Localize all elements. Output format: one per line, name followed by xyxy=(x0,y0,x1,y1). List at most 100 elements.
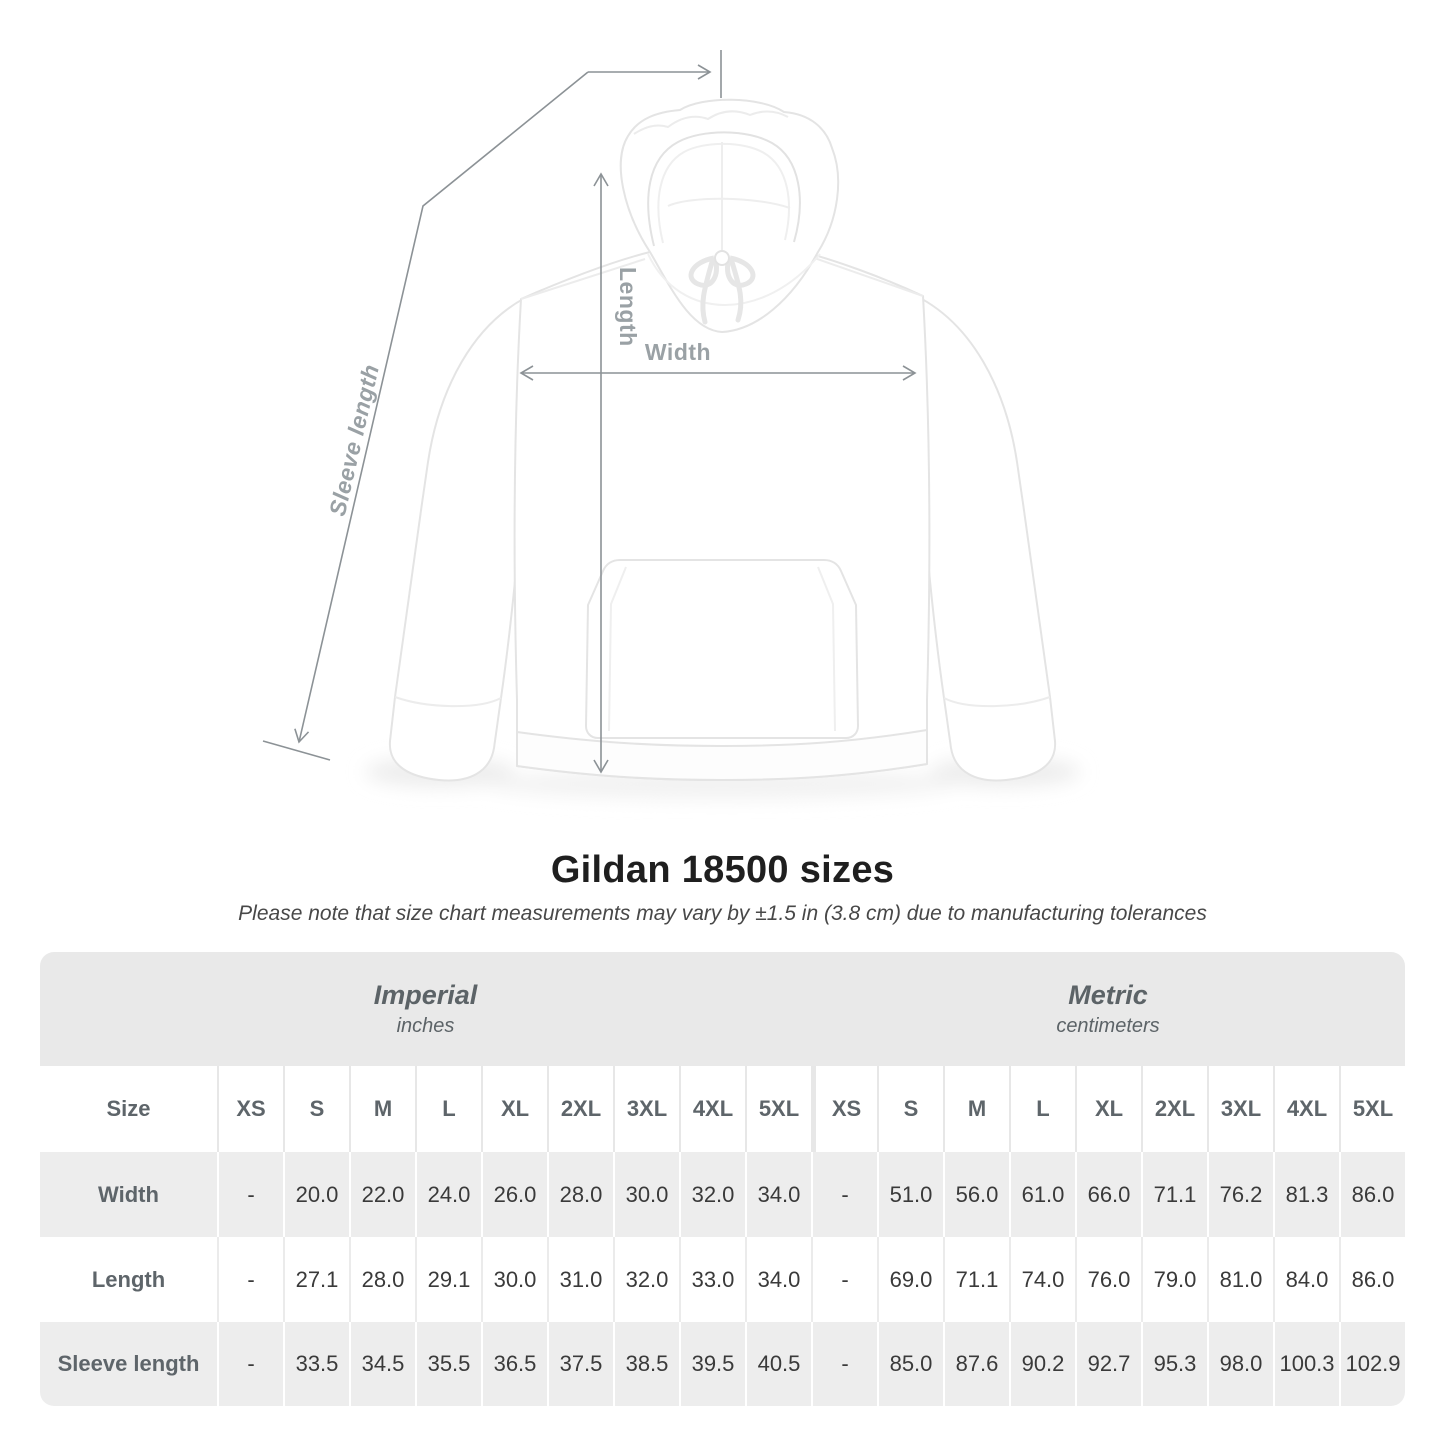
cell-sleeve-length-imperial-s: 33.5 xyxy=(283,1322,349,1406)
cell-sleeve-length-metric-4xl: 100.3 xyxy=(1273,1322,1339,1406)
sleeve-length-arrow xyxy=(262,50,722,761)
cell-width-imperial-s: 20.0 xyxy=(283,1152,349,1237)
size-col-metric-4xl: 4XL xyxy=(1273,1066,1339,1152)
row-label-width: Width xyxy=(98,1181,159,1207)
table-rows: Width -20.0 22.0 24.0 26.0 28.0 30.0 32.0 34.0-5… xyxy=(40,1152,1405,1406)
hoodie-hem xyxy=(516,729,928,781)
tolerance-note: Please note that size chart measurements… xyxy=(238,902,1207,925)
measurement-arrows xyxy=(262,50,917,774)
cell-length-imperial-5xl: 34.0 xyxy=(745,1237,811,1322)
size-col-metric-l: L xyxy=(1009,1066,1075,1152)
hoodie-size-diagram: Length Width Sleeve length xyxy=(262,50,1080,799)
table-row-sleeve-length: Sleeve length -33.5 34.5 35.5 36.5 37.5 38.5 39… xyxy=(40,1322,1405,1406)
cell-length-metric-4xl: 84.0 xyxy=(1273,1237,1339,1322)
cell-width-imperial-5xl: 34.0 xyxy=(745,1152,811,1237)
cell-sleeve-length-metric-5xl: 102.9 xyxy=(1339,1322,1405,1406)
cell-length-metric-xs: - xyxy=(811,1237,877,1322)
size-col-metric-xs: XS xyxy=(811,1066,877,1152)
width-measure-label: Width xyxy=(644,339,712,365)
cell-length-imperial-s: 27.1 xyxy=(283,1237,349,1322)
cell-sleeve-length-metric-l: 90.2 xyxy=(1009,1322,1075,1406)
cell-sleeve-length-metric-s: 85.0 xyxy=(877,1322,943,1406)
metric-label: Metric xyxy=(1068,980,1148,1010)
cell-length-metric-l: 74.0 xyxy=(1009,1237,1075,1322)
cell-sleeve-length-imperial-2xl: 37.5 xyxy=(547,1322,613,1406)
cell-width-metric-xs: - xyxy=(811,1152,877,1237)
cell-length-metric-m: 71.1 xyxy=(943,1237,1009,1322)
cell-width-metric-2xl: 71.1 xyxy=(1141,1152,1207,1237)
cell-width-metric-5xl: 86.0 xyxy=(1339,1152,1405,1237)
page-title: Gildan 18500 sizes xyxy=(550,849,895,891)
cell-length-metric-xl: 76.0 xyxy=(1075,1237,1141,1322)
imperial-group-header: Imperial inches xyxy=(40,952,811,1066)
row-label-length: Length xyxy=(91,1266,166,1292)
size-col-metric-xl: XL xyxy=(1075,1066,1141,1152)
size-col-imperial-l: L xyxy=(415,1066,481,1152)
cell-sleeve-length-imperial-5xl: 40.5 xyxy=(745,1322,811,1406)
size-col-imperial-m: M xyxy=(349,1066,415,1152)
length-measure-label: Length xyxy=(615,267,641,347)
cell-length-imperial-3xl: 32.0 xyxy=(613,1237,679,1322)
table-row-length: Length -27.1 28.0 29.1 30.0 31.0 32.0 33.0 34.0-… xyxy=(40,1237,1405,1322)
cell-width-imperial-4xl: 32.0 xyxy=(679,1152,745,1237)
cell-sleeve-length-imperial-l: 35.5 xyxy=(415,1322,481,1406)
cell-sleeve-length-metric-m: 87.6 xyxy=(943,1322,1009,1406)
size-col-metric-3xl: 3XL xyxy=(1207,1066,1273,1152)
cell-width-metric-xl: 66.0 xyxy=(1075,1152,1141,1237)
cell-width-imperial-xs: - xyxy=(217,1152,283,1237)
size-header-row: Size XS S M L XL 2XL 3XL 4XL 5XL XS S M L XL 2XL 3XL 4XL 5… xyxy=(40,1066,1405,1152)
cell-width-metric-3xl: 76.2 xyxy=(1207,1152,1273,1237)
cell-length-imperial-2xl: 31.0 xyxy=(547,1237,613,1322)
table-row-width: Width -20.0 22.0 24.0 26.0 28.0 30.0 32.0 34.0-5… xyxy=(40,1152,1405,1237)
cell-sleeve-length-metric-xs: - xyxy=(811,1322,877,1406)
cell-sleeve-length-imperial-3xl: 38.5 xyxy=(613,1322,679,1406)
size-col-metric-s: S xyxy=(877,1066,943,1152)
imperial-unit: inches xyxy=(396,1015,455,1037)
hoodie-pocket xyxy=(585,559,859,739)
cell-width-metric-l: 61.0 xyxy=(1009,1152,1075,1237)
size-col-imperial-xl: XL xyxy=(481,1066,547,1152)
size-col-metric-m: M xyxy=(943,1066,1009,1152)
size-col-imperial-2xl: 2XL xyxy=(547,1066,613,1152)
size-col-imperial-4xl: 4XL xyxy=(679,1066,745,1152)
unit-band: Imperial inches Metric centimeters xyxy=(40,952,1405,1066)
size-col-imperial-xs: XS xyxy=(217,1066,283,1152)
cell-width-imperial-l: 24.0 xyxy=(415,1152,481,1237)
cell-sleeve-length-metric-3xl: 98.0 xyxy=(1207,1322,1273,1406)
metric-group-header: Metric centimeters xyxy=(811,952,1405,1066)
cell-length-metric-s: 69.0 xyxy=(877,1237,943,1322)
cell-sleeve-length-imperial-4xl: 39.5 xyxy=(679,1322,745,1406)
size-col-imperial-s: S xyxy=(283,1066,349,1152)
size-col-metric-5xl: 5XL xyxy=(1339,1066,1405,1152)
cell-width-metric-m: 56.0 xyxy=(943,1152,1009,1237)
cell-length-metric-5xl: 86.0 xyxy=(1339,1237,1405,1322)
cell-width-imperial-2xl: 28.0 xyxy=(547,1152,613,1237)
cell-length-imperial-m: 28.0 xyxy=(349,1237,415,1322)
size-header-cell: Size xyxy=(106,1096,151,1121)
cell-sleeve-length-imperial-xs: - xyxy=(217,1322,283,1406)
cell-length-imperial-4xl: 33.0 xyxy=(679,1237,745,1322)
cell-length-metric-3xl: 81.0 xyxy=(1207,1237,1273,1322)
size-col-metric-2xl: 2XL xyxy=(1141,1066,1207,1152)
size-col-imperial-3xl: 3XL xyxy=(613,1066,679,1152)
cell-length-metric-2xl: 79.0 xyxy=(1141,1237,1207,1322)
imperial-label: Imperial xyxy=(373,980,478,1010)
size-table: Imperial inches Metric centimeters Size X… xyxy=(40,952,1405,1406)
cell-width-metric-4xl: 81.3 xyxy=(1273,1152,1339,1237)
metric-unit: centimeters xyxy=(1056,1015,1160,1037)
cell-length-imperial-xs: - xyxy=(217,1237,283,1322)
row-label-sleeve-length: Sleeve length xyxy=(57,1351,200,1376)
size-col-imperial-5xl: 5XL xyxy=(745,1066,811,1152)
hoodie-drawstring xyxy=(688,250,756,325)
hoodie-shape xyxy=(388,98,1057,782)
heading-block: Gildan 18500 sizes Please note that size… xyxy=(0,849,1445,926)
cell-sleeve-length-metric-xl: 92.7 xyxy=(1075,1322,1141,1406)
cell-length-imperial-l: 29.1 xyxy=(415,1237,481,1322)
hoodie-illustration xyxy=(262,50,1080,799)
cell-sleeve-length-metric-2xl: 95.3 xyxy=(1141,1322,1207,1406)
cell-sleeve-length-imperial-m: 34.5 xyxy=(349,1322,415,1406)
cell-sleeve-length-imperial-xl: 36.5 xyxy=(481,1322,547,1406)
cell-width-metric-s: 51.0 xyxy=(877,1152,943,1237)
cell-width-imperial-m: 22.0 xyxy=(349,1152,415,1237)
cell-length-imperial-xl: 30.0 xyxy=(481,1237,547,1322)
